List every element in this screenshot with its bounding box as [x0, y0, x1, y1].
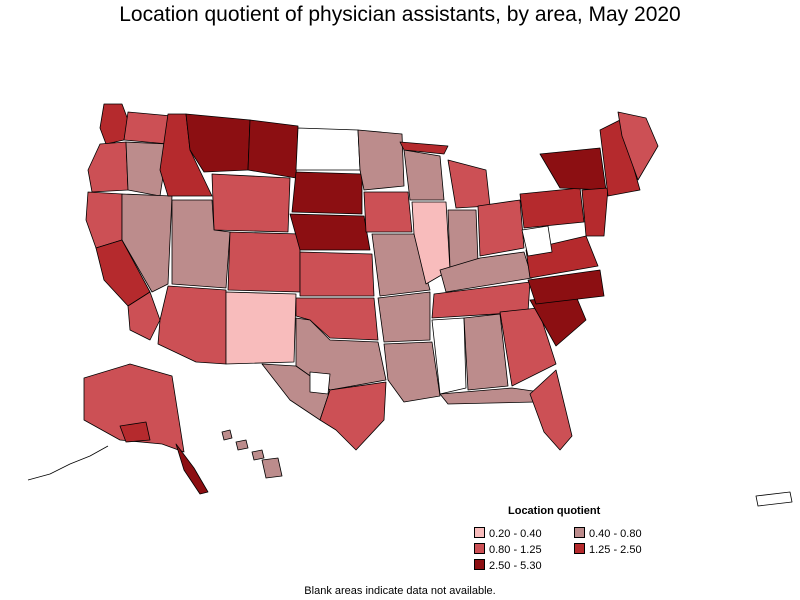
region-hawaii-oahu[interactable]: [235, 439, 249, 451]
region-mid-atlantic[interactable]: [581, 187, 609, 237]
region-texas-south[interactable]: [319, 381, 387, 451]
region-puerto-rico[interactable]: [755, 491, 793, 507]
region-alaska-aleutians: [27, 445, 109, 481]
region-nevada[interactable]: [121, 193, 173, 293]
legend-swatch: [574, 527, 585, 538]
region-oklahoma[interactable]: [295, 297, 379, 341]
legend-title: Location quotient: [508, 505, 601, 517]
region-california-north[interactable]: [85, 191, 123, 249]
region-hawaii-maui[interactable]: [251, 449, 265, 461]
region-colorado[interactable]: [227, 231, 301, 293]
legend-item-2-50-5-30: 2.50 - 5.30: [474, 559, 542, 572]
region-pennsylvania[interactable]: [519, 187, 585, 229]
region-montana-east[interactable]: [247, 119, 299, 179]
region-montana-west[interactable]: [185, 113, 251, 173]
region-north-dakota[interactable]: [295, 127, 361, 171]
map-title: Location quotient of physician assistant…: [119, 3, 681, 26]
region-new-mexico[interactable]: [225, 291, 297, 365]
region-kansas[interactable]: [299, 251, 375, 297]
region-california-south[interactable]: [127, 291, 161, 341]
legend-swatch: [474, 559, 485, 570]
region-missouri[interactable]: [371, 233, 431, 297]
region-arizona[interactable]: [157, 285, 227, 365]
region-west-virginia[interactable]: [521, 225, 553, 257]
legend-item-1-25-2-50: 1.25 - 2.50: [574, 543, 642, 556]
region-michigan-up[interactable]: [399, 141, 449, 155]
region-florida-peninsula[interactable]: [529, 369, 573, 451]
region-south-dakota[interactable]: [291, 171, 363, 215]
region-texas-blank[interactable]: [309, 371, 331, 395]
region-michigan[interactable]: [447, 159, 491, 209]
region-nebraska[interactable]: [289, 213, 371, 251]
region-iowa[interactable]: [363, 191, 413, 233]
region-wisconsin[interactable]: [403, 149, 445, 201]
alaska: [27, 363, 209, 495]
region-illinois[interactable]: [411, 201, 451, 285]
region-maine[interactable]: [617, 111, 659, 181]
region-washington-west[interactable]: [99, 103, 129, 145]
region-minnesota[interactable]: [357, 129, 405, 191]
region-arkansas[interactable]: [377, 291, 431, 343]
region-alaska-main[interactable]: [83, 363, 185, 453]
legend-label: 1.25 - 2.50: [589, 544, 642, 556]
region-new-england[interactable]: [599, 119, 641, 197]
legend-label: 2.50 - 5.30: [489, 560, 542, 572]
region-alaska-panhandle[interactable]: [175, 443, 209, 495]
region-hawaii-big-island[interactable]: [261, 457, 283, 479]
legend-swatch: [574, 543, 585, 554]
region-georgia[interactable]: [499, 307, 557, 387]
legend-label: 0.40 - 0.80: [589, 528, 642, 540]
region-oregon-west[interactable]: [87, 141, 129, 193]
legend-item-0-20-0-40: 0.20 - 0.40: [474, 527, 542, 540]
region-new-york[interactable]: [539, 147, 607, 191]
region-louisiana[interactable]: [383, 341, 441, 403]
region-wyoming[interactable]: [211, 173, 291, 233]
puerto-rico: [755, 491, 793, 507]
region-mississippi[interactable]: [431, 317, 467, 395]
legend-label: 0.20 - 0.40: [489, 528, 542, 540]
legend-swatch: [474, 543, 485, 554]
legend-swatch: [474, 527, 485, 538]
legend-item-0-80-1-25: 0.80 - 1.25: [474, 543, 542, 556]
region-alaska-anchorage[interactable]: [119, 421, 151, 443]
hawaii: [221, 429, 283, 479]
legend-item-0-40-0-80: 0.40 - 0.80: [574, 527, 642, 540]
legend-label: 0.80 - 1.25: [489, 544, 542, 556]
footnote: Blank areas indicate data not available.: [304, 585, 496, 597]
contiguous-us: [85, 103, 659, 451]
region-indiana[interactable]: [447, 209, 479, 269]
region-ohio[interactable]: [477, 199, 525, 257]
region-hawaii-kauai[interactable]: [221, 429, 233, 441]
region-north-carolina[interactable]: [527, 269, 605, 305]
legend: Location quotient 0.20 - 0.40 0.40 - 0.8…: [470, 505, 690, 577]
region-alabama[interactable]: [463, 313, 509, 391]
